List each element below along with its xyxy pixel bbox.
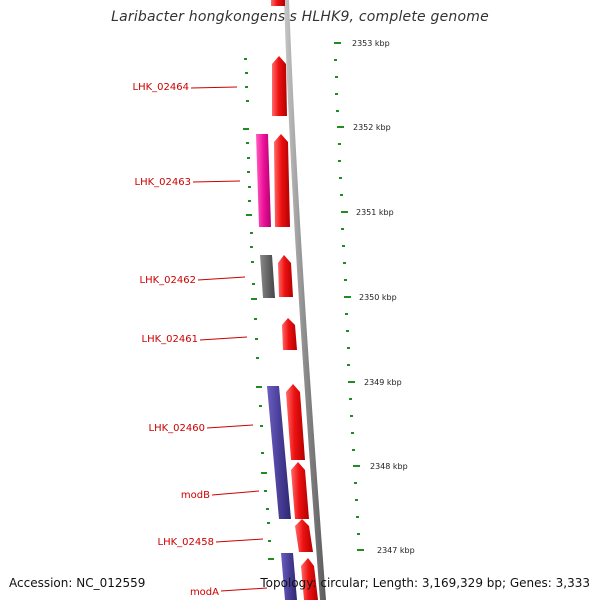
gene-labels: LHK_02464 LHK_02463 LHK_02462 LHK_02461 … bbox=[133, 82, 220, 598]
left-scale-guide bbox=[243, 58, 274, 560]
gene-features bbox=[256, 0, 318, 600]
topology-text: Topology: circular; Length: 3,169,329 bp… bbox=[260, 576, 590, 590]
gene-label[interactable]: LHK_02463 bbox=[135, 177, 191, 188]
gene-arrow[interactable] bbox=[272, 56, 287, 116]
scale-ticks bbox=[334, 42, 364, 551]
gene-label[interactable]: LHK_02462 bbox=[140, 275, 196, 286]
genome-title: Laribacter hongkongensis HLHK9, complete… bbox=[111, 9, 489, 25]
gene-label[interactable]: modA bbox=[190, 587, 219, 598]
gene-label[interactable]: LHK_02464 bbox=[133, 82, 189, 93]
gene-label[interactable]: modB bbox=[181, 490, 210, 501]
gene-arrow[interactable] bbox=[301, 558, 318, 600]
gene-arrow[interactable] bbox=[256, 134, 271, 227]
scale-label: 2347 kbp bbox=[377, 546, 415, 555]
gene-arrow[interactable] bbox=[274, 134, 290, 227]
gene-arrow[interactable] bbox=[281, 553, 297, 600]
scale-label: 2351 kbp bbox=[356, 208, 394, 217]
gene-arrow[interactable] bbox=[291, 462, 309, 519]
gene-leader-lines bbox=[190, 86, 268, 592]
scale-labels: 2353 kbp 2352 kbp 2351 kbp 2350 kbp 2349… bbox=[352, 39, 415, 555]
gene-arrow[interactable] bbox=[271, 0, 285, 6]
gene-label[interactable]: LHK_02458 bbox=[158, 537, 214, 548]
scale-label: 2353 kbp bbox=[352, 39, 390, 48]
gene-arrow[interactable] bbox=[267, 386, 291, 519]
accession-text: Accession: NC_012559 bbox=[9, 576, 146, 590]
scale-label: 2350 kbp bbox=[359, 293, 397, 302]
scale-label: 2349 kbp bbox=[364, 378, 402, 387]
gene-label[interactable]: LHK_02460 bbox=[149, 423, 205, 434]
gene-arrow[interactable] bbox=[286, 384, 305, 460]
gene-label[interactable]: LHK_02461 bbox=[142, 334, 198, 345]
gene-arrow[interactable] bbox=[260, 255, 275, 298]
scale-label: 2348 kbp bbox=[370, 462, 408, 471]
gene-arrow[interactable] bbox=[295, 519, 313, 552]
genome-backbone bbox=[284, 0, 326, 600]
scale-label: 2352 kbp bbox=[353, 123, 391, 132]
gene-arrow[interactable] bbox=[278, 255, 293, 297]
gene-arrow[interactable] bbox=[282, 318, 297, 350]
